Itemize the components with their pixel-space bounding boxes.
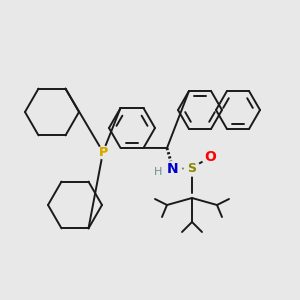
Text: P: P bbox=[98, 146, 108, 158]
Text: S: S bbox=[188, 161, 196, 175]
Text: N: N bbox=[167, 162, 179, 176]
Text: O: O bbox=[204, 150, 216, 164]
Text: H: H bbox=[154, 167, 162, 177]
Text: P: P bbox=[98, 146, 108, 158]
